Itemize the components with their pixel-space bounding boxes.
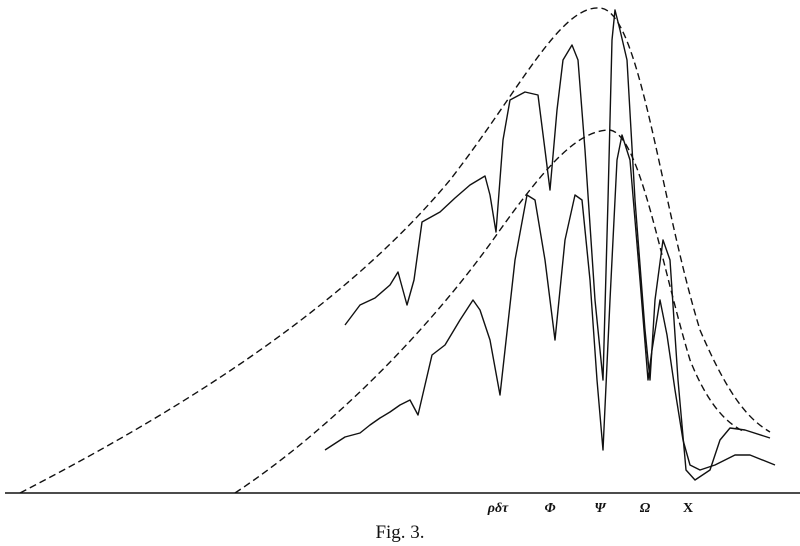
line-label: Ψ xyxy=(594,501,607,516)
caption: Fig. 3. xyxy=(375,522,424,543)
lower-envelope xyxy=(234,129,746,494)
line-label: Ω xyxy=(640,501,651,516)
line-label: X xyxy=(683,501,693,516)
line-label: ρδτ xyxy=(487,501,509,516)
upper-spectrum xyxy=(344,9,771,481)
line-label: Φ xyxy=(544,501,555,516)
upper-envelope xyxy=(19,7,771,494)
lower-spectrum xyxy=(324,134,776,471)
